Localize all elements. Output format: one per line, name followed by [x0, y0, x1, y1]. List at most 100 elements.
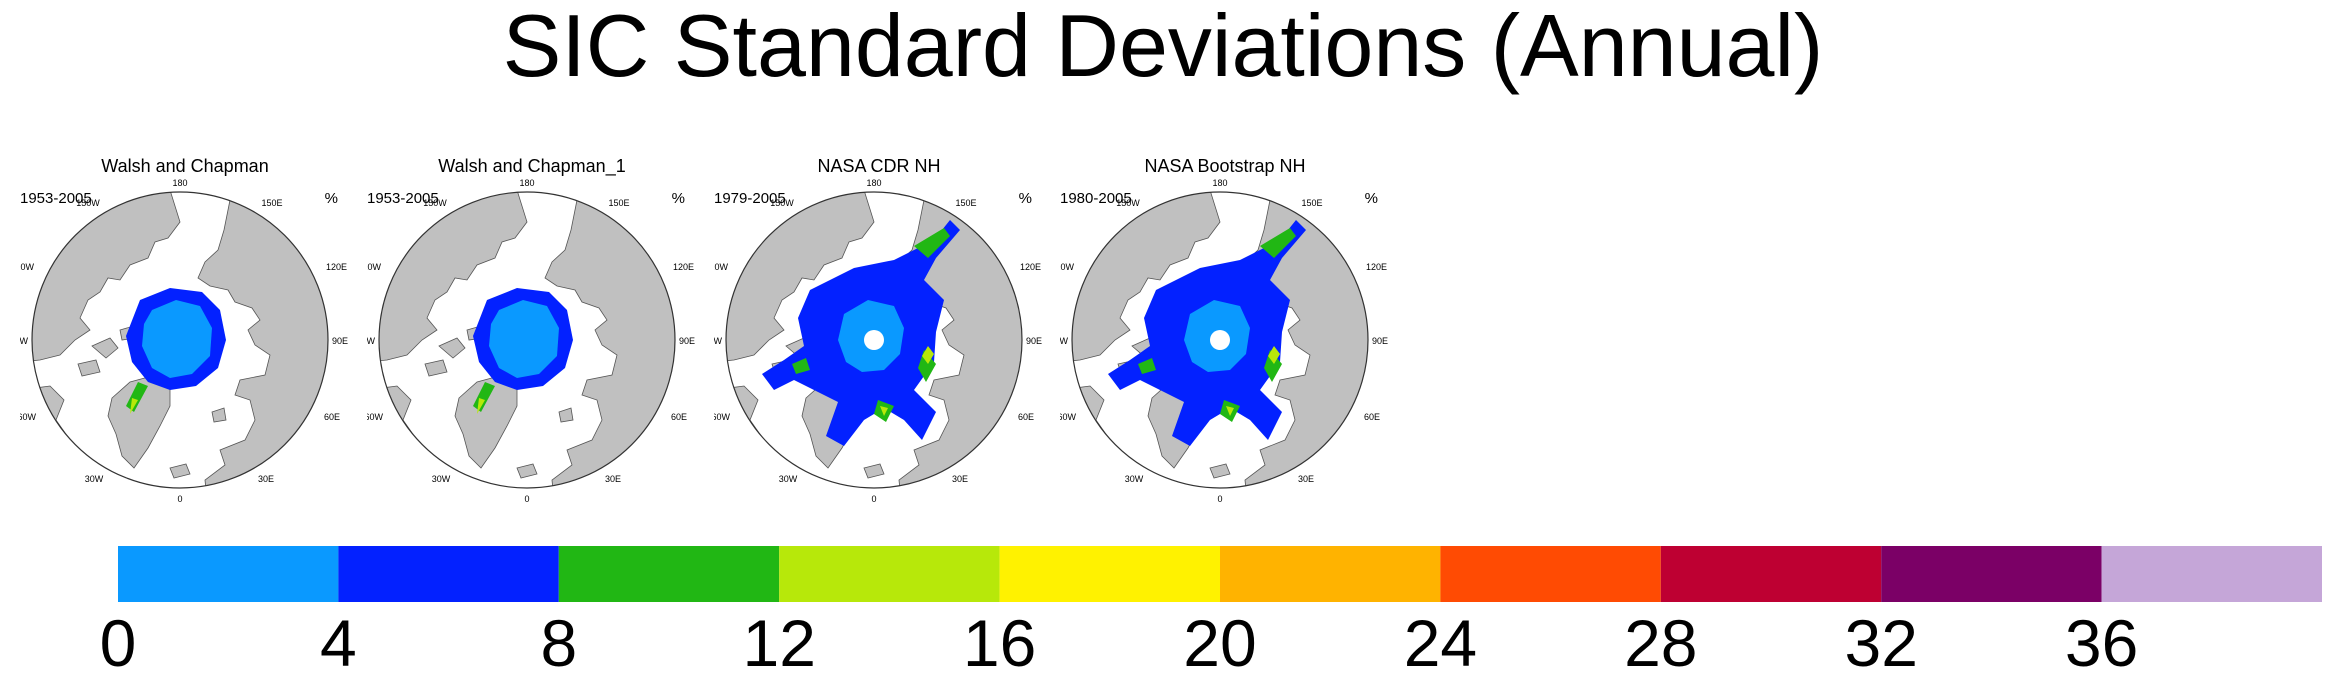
land-mass — [211, 407, 227, 423]
ice-std-region — [142, 300, 212, 378]
map-panel: Walsh and Chapman_1 1953-2005% 180 0 150W 120… — [367, 150, 697, 510]
polar-map: 180 0 150W 120W 90W 60W 30W 150E 120E 90E 60E 30E — [714, 178, 1042, 504]
colorbar-box — [2101, 546, 2322, 602]
longitude-label: 180 — [172, 178, 187, 188]
colorbar-box — [779, 546, 1000, 602]
panel-title: NASA CDR NH — [817, 156, 941, 176]
panel-period: 1980-2005 — [1060, 190, 1132, 207]
longitude-label: 120E — [326, 262, 347, 272]
ice-std-region — [477, 398, 485, 414]
land-mass — [169, 463, 191, 479]
map-boundary — [1071, 191, 1369, 489]
colorbar-tick-label: 8 — [540, 606, 577, 676]
land-mass — [438, 337, 466, 359]
longitude-label: 90E — [1026, 336, 1042, 346]
longitude-label: 60W — [367, 412, 383, 422]
land-mass — [516, 463, 538, 479]
colorbar-box — [118, 546, 339, 602]
longitude-label: 60W — [1060, 412, 1076, 422]
longitude-label: 120W — [1060, 262, 1075, 272]
polar-map: 180 0 150W 120W 90W 60W 30W 150E 120E 90E 60E 30E — [367, 178, 695, 504]
longitude-label: 60E — [324, 412, 340, 422]
longitude-label: 90W — [367, 336, 375, 346]
longitude-label: 120E — [1366, 262, 1387, 272]
longitude-label: 120W — [714, 262, 729, 272]
longitude-label: 150W — [1116, 198, 1140, 208]
longitude-label: 90E — [679, 336, 695, 346]
longitude-label: 180 — [866, 178, 881, 188]
longitude-label: 30W — [779, 474, 798, 484]
colorbar-tick-label: 12 — [742, 606, 815, 676]
longitude-label: 150E — [608, 198, 629, 208]
colorbar-box — [1220, 546, 1441, 602]
panel-period: 1979-2005 — [714, 190, 786, 207]
panel-unit: % — [1018, 190, 1032, 207]
longitude-label: 0 — [1217, 494, 1222, 504]
colorbar-tick-label: 36 — [2065, 606, 2138, 676]
map-boundary — [725, 191, 1023, 489]
land-mass — [558, 407, 574, 423]
colorbar-tick-label: 24 — [1404, 606, 1477, 676]
longitude-label: 30E — [258, 474, 274, 484]
map-boundary — [378, 191, 676, 489]
longitude-label: 60W — [714, 412, 730, 422]
longitude-label: 30W — [1125, 474, 1144, 484]
longitude-label: 90W — [20, 336, 28, 346]
panel-title: Walsh and Chapman_1 — [438, 156, 626, 176]
panel-period: 1953-2005 — [20, 190, 92, 207]
longitude-label: 0 — [871, 494, 876, 504]
main-title: SIC Standard Deviations (Annual) — [502, 0, 1824, 95]
land-mass — [863, 463, 885, 479]
longitude-label: 0 — [177, 494, 182, 504]
land-mass — [1209, 463, 1231, 479]
panel-title: NASA Bootstrap NH — [1144, 156, 1306, 176]
longitude-label: 120W — [367, 262, 382, 272]
longitude-label: 60E — [1018, 412, 1034, 422]
longitude-label: 30E — [952, 474, 968, 484]
colorbar-tick-label: 0 — [100, 606, 137, 676]
longitude-label: 150E — [261, 198, 282, 208]
longitude-label: 150E — [955, 198, 976, 208]
panel-unit: % — [324, 190, 338, 207]
colorbar-box — [558, 546, 780, 602]
longitude-label: 30W — [85, 474, 104, 484]
longitude-label: 90W — [714, 336, 722, 346]
pole-hole — [1210, 330, 1230, 350]
longitude-label: 90E — [1372, 336, 1388, 346]
pole-hole — [864, 330, 884, 350]
longitude-label: 60E — [1364, 412, 1380, 422]
longitude-label: 60W — [20, 412, 36, 422]
map-panel: Walsh and Chapman 1953-2005% 180 0 150W 120W 9… — [20, 150, 350, 510]
colorbar-box — [1881, 546, 2102, 602]
colorbar-tick-label: 32 — [1844, 606, 1917, 676]
map-panel: NASA Bootstrap NH 1980-2005% 180 0 150W 120W 9… — [1060, 150, 1390, 510]
colorbar-tick-label: 20 — [1183, 606, 1256, 676]
ice-std-region — [1226, 346, 1280, 416]
colorbar-box — [999, 546, 1220, 602]
longitude-label: 90E — [332, 336, 348, 346]
longitude-label: 90W — [1060, 336, 1068, 346]
longitude-label: 150W — [770, 198, 794, 208]
polar-map: 180 0 150W 120W 90W 60W 30W 150E 120E 90E 60E 30E — [20, 178, 348, 504]
ice-std-region — [792, 228, 950, 422]
panel-title: Walsh and Chapman — [101, 156, 269, 176]
longitude-label: 30E — [605, 474, 621, 484]
longitude-label: 60E — [671, 412, 687, 422]
ice-std-region — [880, 346, 934, 416]
longitude-label: 120W — [20, 262, 35, 272]
longitude-label: 150W — [76, 198, 100, 208]
polar-map: 180 0 150W 120W 90W 60W 30W 150E 120E 90E 60E 30E — [1060, 178, 1388, 504]
colorbar-box — [1440, 546, 1661, 602]
colorbar-box — [1660, 546, 1882, 602]
longitude-label: 180 — [1212, 178, 1227, 188]
longitude-label: 0 — [524, 494, 529, 504]
land-mass — [424, 359, 448, 377]
panel-period: 1953-2005 — [367, 190, 439, 207]
ice-std-region — [130, 398, 138, 414]
colorbar-tick-label: 4 — [320, 606, 357, 676]
longitude-label: 30E — [1298, 474, 1314, 484]
colorbar-tick-label: 28 — [1624, 606, 1697, 676]
panel-unit: % — [1364, 190, 1378, 207]
colorbar-tick-label: 16 — [963, 606, 1036, 676]
